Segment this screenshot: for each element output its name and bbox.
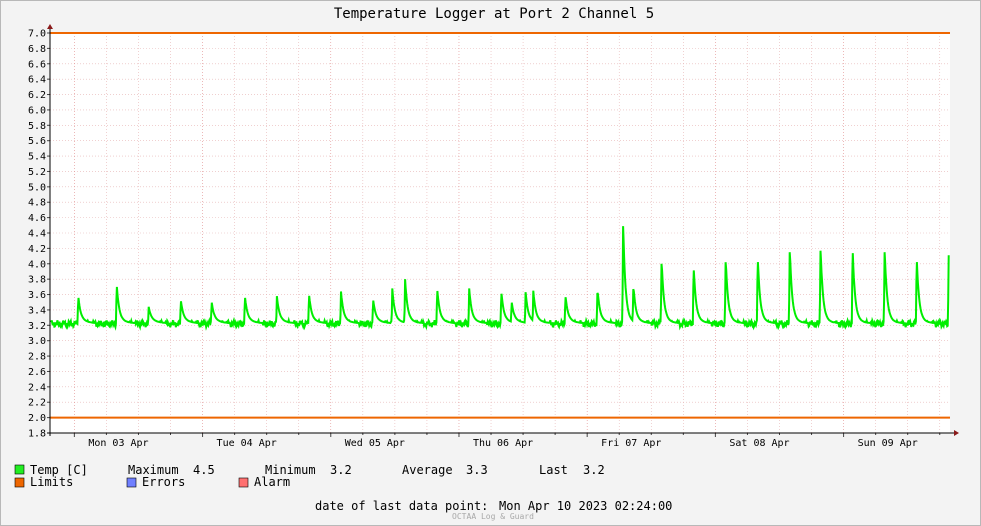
legend-errors-label: Errors — [142, 475, 185, 489]
limit-lines — [50, 32, 950, 419]
y-axis-ticks: 1.8 2.0 2.2 2.4 2.6 2.8 3.0 3.2 3.4 3.6 3.8 4.0 4.2 4… — [28, 29, 50, 440]
y-tick-label: 3.0 — [28, 336, 46, 347]
legend-limits-label: Limits — [30, 475, 73, 489]
y-tick-label: 6.8 — [28, 44, 46, 55]
y-tick-label: 6.4 — [28, 75, 46, 86]
y-tick-label: 5.8 — [28, 121, 46, 132]
y-tick-label: 5.4 — [28, 152, 46, 163]
legend-average-value: 3.3 — [466, 463, 488, 477]
legend-last-label: Last — [539, 463, 568, 477]
footer-last-point-value: Mon Apr 10 2023 02:24:00 — [499, 499, 672, 513]
y-tick-label: 6.2 — [28, 90, 46, 101]
temp-series-line — [50, 226, 950, 331]
y-tick-label: 3.2 — [28, 321, 46, 332]
y-tick-label: 2.6 — [28, 367, 46, 378]
legend-last-value: 3.2 — [583, 463, 605, 477]
x-tick-label: Mon 03 Apr — [88, 438, 148, 449]
legend-alarm-label: Alarm — [254, 475, 290, 489]
y-tick-label: 6.6 — [28, 59, 46, 70]
legend-maximum-value: 4.5 — [193, 463, 215, 477]
y-tick-label: 4.8 — [28, 198, 46, 209]
axes — [47, 24, 959, 436]
legend: Temp [C] Maximum 4.5 Minimum 3.2 Average… — [14, 463, 605, 489]
y-tick-label: 4.4 — [28, 229, 46, 240]
legend-average-label: Average — [402, 463, 453, 477]
chart-title: Temperature Logger at Port 2 Channel 5 — [334, 6, 654, 22]
y-tick-label: 2.8 — [28, 352, 46, 363]
legend-minimum-value: 3.2 — [330, 463, 352, 477]
legend-maximum-label: Maximum — [128, 463, 179, 477]
y-tick-label: 4.2 — [28, 244, 46, 255]
legend-swatch-alarm — [238, 477, 249, 488]
y-tick-label: 5.6 — [28, 136, 46, 147]
legend-temp-label: Temp [C] — [30, 463, 88, 477]
footer-watermark: OCTAA Log & Guard — [452, 512, 534, 521]
y-tick-label: 5.2 — [28, 167, 46, 178]
x-tick-label: Fri 07 Apr — [601, 438, 661, 449]
y-tick-label: 2.0 — [28, 413, 46, 424]
y-axis-arrow — [47, 24, 53, 29]
y-tick-label: 3.8 — [28, 275, 46, 286]
y-tick-label: 7.0 — [28, 29, 46, 40]
legend-minimum-label: Minimum — [265, 463, 316, 477]
x-tick-label: Sun 09 Apr — [858, 438, 918, 449]
y-tick-label: 2.2 — [28, 398, 46, 409]
x-tick-label: Thu 06 Apr — [473, 438, 533, 449]
x-tick-label: Wed 05 Apr — [345, 438, 405, 449]
legend-swatch-limits — [14, 477, 25, 488]
x-tick-label: Tue 04 Apr — [217, 438, 277, 449]
y-tick-label: 6.0 — [28, 105, 46, 116]
x-tick-label: Sat 08 Apr — [729, 438, 789, 449]
x-axis-arrow — [954, 430, 959, 436]
y-tick-label: 4.6 — [28, 213, 46, 224]
footer-last-point-label: date of last data point: — [315, 499, 488, 513]
y-tick-label: 5.0 — [28, 182, 46, 193]
grid — [50, 32, 950, 434]
y-tick-label: 4.0 — [28, 259, 46, 270]
y-tick-label: 3.4 — [28, 305, 46, 316]
y-tick-label: 3.6 — [28, 290, 46, 301]
y-tick-label: 1.8 — [28, 429, 46, 440]
legend-swatch-errors — [126, 477, 137, 488]
y-tick-label: 2.4 — [28, 382, 46, 393]
legend-swatch-temp — [14, 464, 25, 475]
